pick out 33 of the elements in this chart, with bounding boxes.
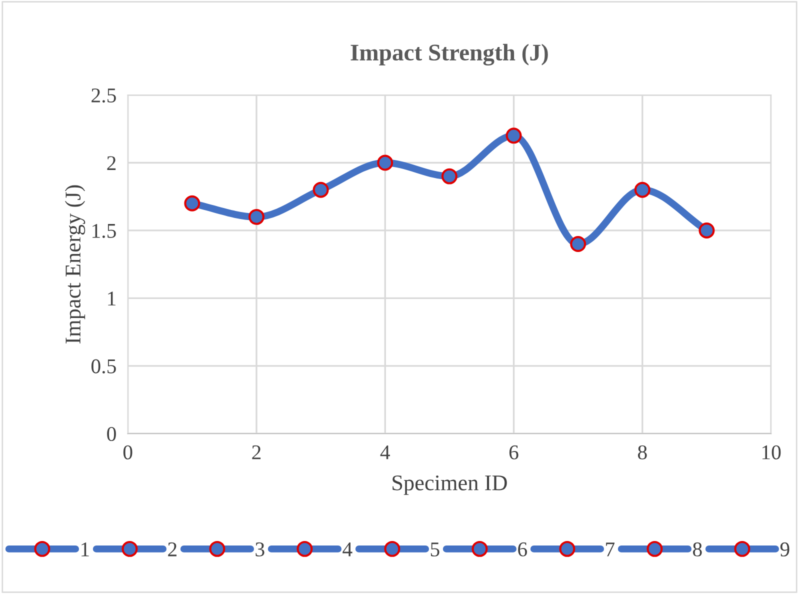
legend-label: 9 [780, 542, 790, 556]
point [184, 195, 200, 212]
legend-label: 3 [256, 542, 264, 556]
x-tick-label: 8 [638, 445, 647, 460]
y-tick-label: 2.5 [92, 88, 116, 103]
legend-label: 5 [430, 542, 440, 556]
point [506, 128, 522, 144]
x-tick-label: 10 [762, 445, 781, 460]
x-axis-title: Specimen ID [392, 475, 507, 495]
legend-label: 2 [168, 542, 176, 556]
y-tick-label: 0 [107, 426, 116, 442]
point [698, 222, 715, 238]
y-axis-title: Impact Energy (J) [64, 185, 86, 344]
legend-label: 6 [518, 542, 528, 556]
point [441, 168, 458, 184]
chart-title: Impact Strength (J) [350, 44, 548, 66]
x-tick-label: 4 [380, 445, 390, 460]
point [248, 208, 264, 225]
y-tick-label: 1.5 [92, 224, 116, 238]
x-tick-label: 0 [123, 445, 132, 460]
y-tick-label: 2 [107, 156, 116, 170]
x-tick-label: 6 [509, 445, 518, 460]
x-tick-label: 2 [252, 445, 261, 460]
point [377, 154, 394, 171]
point [312, 182, 329, 198]
legend-label: 1 [82, 542, 89, 556]
legend-label: 7 [606, 542, 615, 556]
point [634, 182, 650, 198]
legend-label: 4 [342, 542, 352, 556]
legend-label: 8 [693, 542, 702, 556]
y-tick-label: 0.5 [91, 359, 116, 374]
point [570, 236, 586, 252]
y-tick-label: 1 [108, 292, 116, 306]
